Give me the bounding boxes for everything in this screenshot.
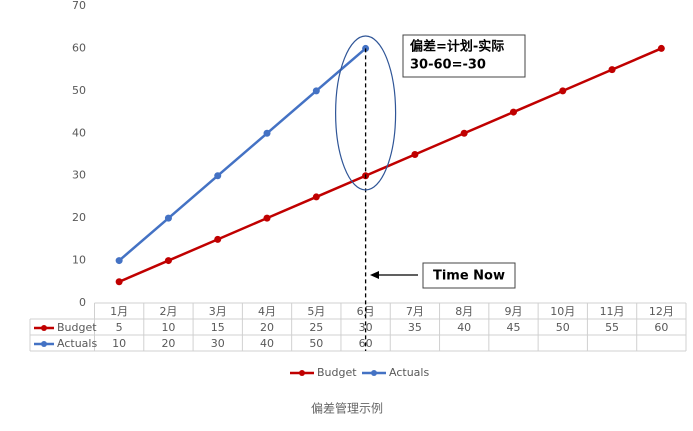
table-value: 40 xyxy=(457,321,471,334)
table-value: 55 xyxy=(605,321,619,334)
y-tick-label: 0 xyxy=(79,296,86,309)
table-value: 40 xyxy=(260,337,274,350)
note-text: 30-60=-30 xyxy=(410,58,486,73)
x-tick-label: 3月 xyxy=(209,305,227,318)
x-tick-label: 9月 xyxy=(504,305,522,318)
x-tick-label: 4月 xyxy=(258,305,276,318)
x-tick-label: 12月 xyxy=(649,305,674,318)
point xyxy=(214,235,222,243)
x-tick-label: 6月 xyxy=(357,305,375,318)
point xyxy=(214,172,222,180)
note-text: Time Now xyxy=(433,269,505,284)
y-tick-label: 60 xyxy=(72,41,86,54)
table-row-label: Actuals xyxy=(57,337,97,350)
series-line xyxy=(118,47,662,283)
point xyxy=(115,278,123,286)
table-value: 50 xyxy=(556,321,570,334)
table-value: 30 xyxy=(359,321,373,334)
x-tick-label: 5月 xyxy=(307,305,325,318)
x-tick-label: 1月 xyxy=(110,305,128,318)
x-tick-label: 2月 xyxy=(159,305,177,318)
table-value: 60 xyxy=(654,321,668,334)
legend-key xyxy=(299,370,305,376)
table-key xyxy=(41,325,47,331)
point xyxy=(460,129,468,137)
highlight-ellipse xyxy=(335,35,397,191)
point xyxy=(312,87,320,95)
table-value: 50 xyxy=(309,337,323,350)
point xyxy=(115,257,123,265)
point xyxy=(657,44,665,52)
arrow-head xyxy=(370,271,379,279)
table-value: 10 xyxy=(161,321,175,334)
table-value: 20 xyxy=(260,321,274,334)
table-value: 30 xyxy=(211,337,225,350)
legend-key xyxy=(371,370,377,376)
y-tick-label: 20 xyxy=(72,211,86,224)
point xyxy=(509,108,517,116)
table-value: 25 xyxy=(309,321,323,334)
x-tick-label: 7月 xyxy=(406,305,424,318)
point xyxy=(263,129,271,137)
series-line xyxy=(118,47,367,262)
table-value: 20 xyxy=(161,337,175,350)
x-tick-label: 8月 xyxy=(455,305,473,318)
point xyxy=(263,214,271,222)
table-row-label: Budget xyxy=(57,321,97,334)
table-value: 10 xyxy=(112,337,126,350)
table-value: 5 xyxy=(116,321,123,334)
table-value: 45 xyxy=(506,321,520,334)
y-tick-label: 70 xyxy=(72,0,86,12)
table-value: 35 xyxy=(408,321,422,334)
point xyxy=(411,151,419,158)
x-tick-label: 11月 xyxy=(600,305,625,318)
point xyxy=(164,257,172,265)
legend-label: Budget xyxy=(317,366,357,379)
note-box xyxy=(422,262,516,289)
y-tick-label: 10 xyxy=(72,254,86,267)
y-tick-label: 50 xyxy=(72,84,86,97)
table-value: 15 xyxy=(211,321,225,334)
caption: 偏差管理示例 xyxy=(311,401,383,416)
table-key xyxy=(41,341,47,347)
point xyxy=(608,66,616,74)
note-box xyxy=(402,34,526,78)
note-text: 偏差=计划-实际 xyxy=(410,39,504,55)
x-tick-label: 10月 xyxy=(550,305,575,318)
point xyxy=(559,87,567,95)
legend-label: Actuals xyxy=(389,366,429,379)
point xyxy=(312,193,320,201)
y-tick-label: 40 xyxy=(72,126,86,139)
y-tick-label: 30 xyxy=(72,169,86,182)
point xyxy=(164,214,172,222)
